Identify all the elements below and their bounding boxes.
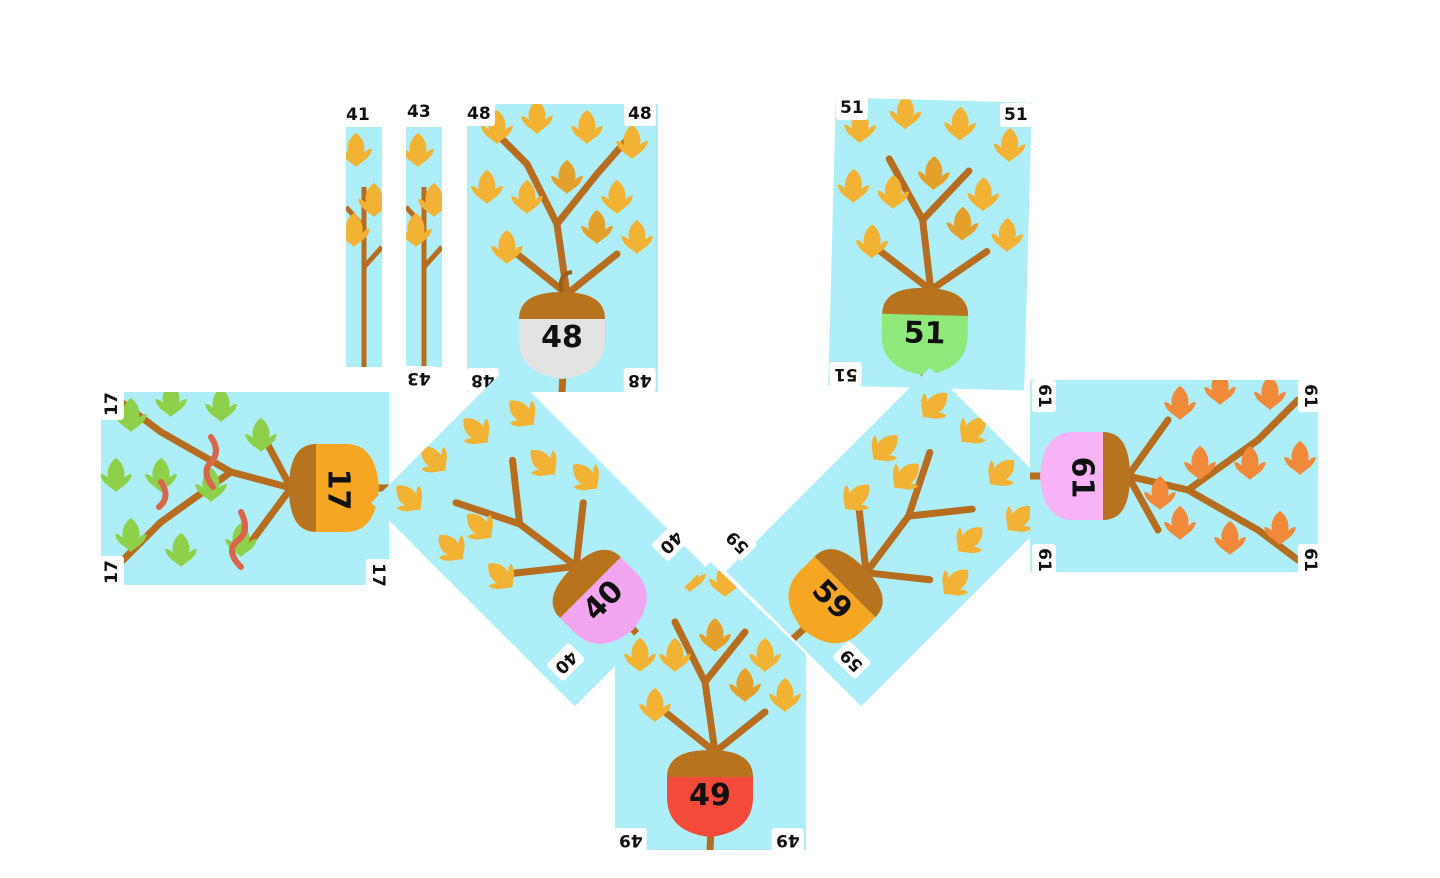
- card-art: [624, 562, 801, 850]
- card-40[interactable]: 40: [371, 367, 710, 707]
- card-17-corner-value-bl: 17: [99, 556, 124, 588]
- card-51[interactable]: 51: [828, 97, 1032, 391]
- card-48-corner-value-tl: 48: [463, 102, 495, 126]
- card-art: [385, 389, 647, 644]
- card-48[interactable]: 48: [467, 104, 658, 392]
- acorn-number: 51: [903, 315, 946, 352]
- card-48-corner-value-br: 48: [624, 368, 656, 392]
- acorn-number: 17: [320, 468, 356, 511]
- card-59[interactable]: 59: [726, 367, 1065, 707]
- acorn-number: 48: [541, 320, 583, 355]
- acorn-body: [519, 319, 605, 379]
- card-41-corner-value: 41: [342, 103, 374, 127]
- card-61-corner-value-bl: 61: [1031, 544, 1056, 576]
- card-51-corner-value-tl: 51: [836, 96, 868, 120]
- card-art: [1030, 380, 1316, 564]
- card-41[interactable]: [346, 127, 382, 367]
- card-art: [346, 133, 382, 367]
- card-art: [101, 392, 389, 570]
- card-49-corner-value-bl: 49: [615, 828, 647, 852]
- card-17-corner-value-tl: 17: [99, 388, 124, 420]
- card-51-corner-value-tr: 51: [1000, 103, 1032, 127]
- card-43[interactable]: [406, 127, 442, 367]
- card-61-corner-value-br: 61: [1297, 544, 1322, 576]
- acorn-number: 49: [689, 778, 731, 813]
- card-48-corner-value-tr: 48: [624, 102, 656, 126]
- card-61-corner-value-tr: 61: [1297, 380, 1322, 412]
- card-43-corner-value-rotated: 43: [403, 366, 435, 390]
- card-art: [471, 104, 653, 392]
- acorn-number: 61: [1064, 456, 1100, 499]
- card-61[interactable]: 61: [1030, 380, 1318, 572]
- card-art: [406, 133, 442, 367]
- card-17-corner-value-br: 17: [365, 559, 390, 591]
- card-61-corner-value-tl: 61: [1031, 380, 1056, 412]
- card-49-corner-value-br: 49: [772, 828, 804, 852]
- card-art: [788, 381, 1043, 644]
- card-51-corner-value-bl: 51: [830, 362, 862, 386]
- card-43-corner-value: 43: [403, 100, 435, 124]
- card-17[interactable]: 17: [101, 392, 389, 585]
- card-art: [837, 97, 1027, 391]
